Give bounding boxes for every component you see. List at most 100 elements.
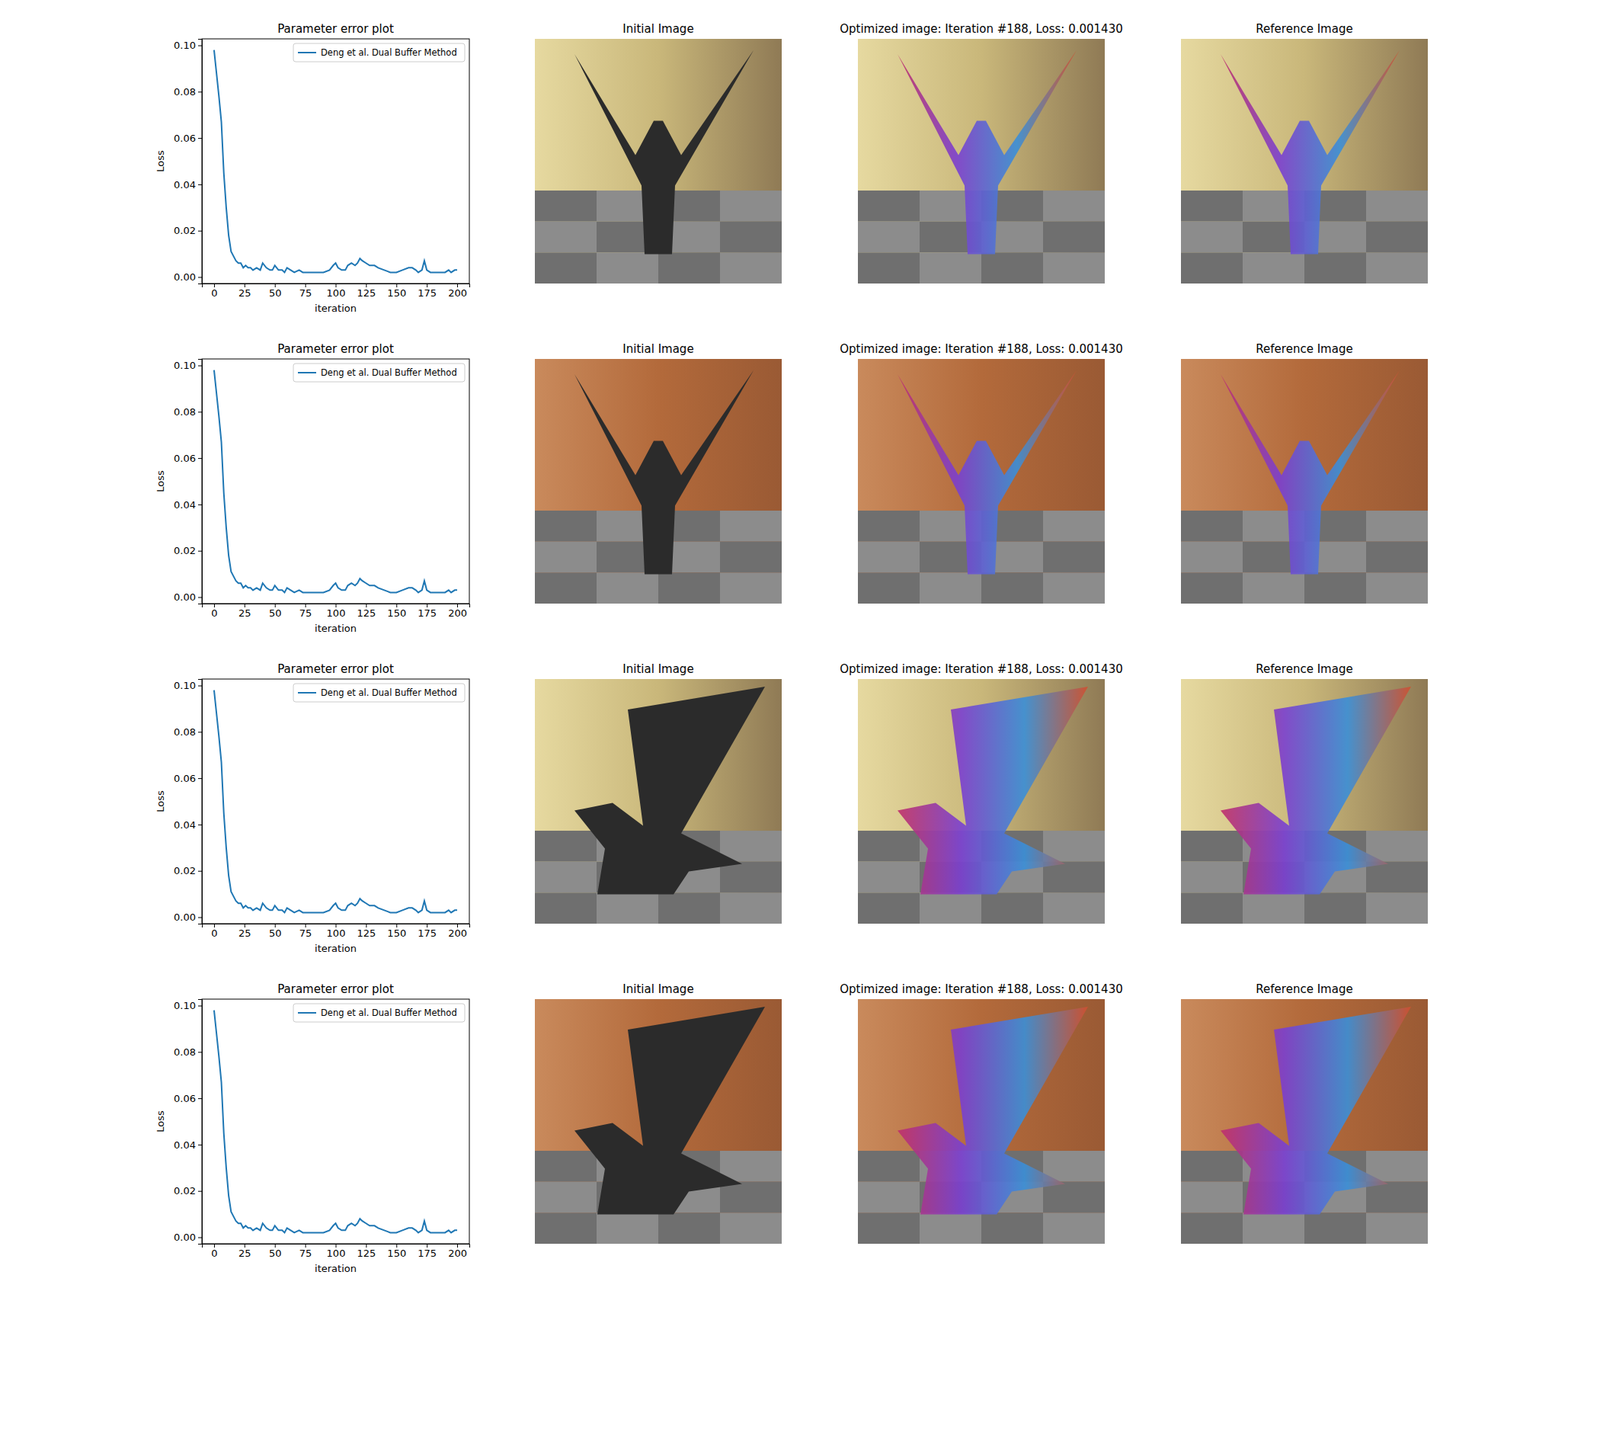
scene-background — [857, 998, 1105, 1244]
floor-tile — [1043, 1212, 1105, 1244]
x-tick: 125 — [356, 603, 376, 619]
rendered-image: Initial Image — [534, 982, 782, 1244]
floor-tile — [857, 1181, 920, 1213]
dragon — [1220, 686, 1412, 894]
x-tick: 100 — [326, 603, 346, 619]
scene-background — [534, 678, 782, 924]
y-tick: 0.10 — [173, 679, 202, 692]
y-tick-label: 0.10 — [173, 39, 196, 52]
y-axis: 0.000.020.040.060.080.10 — [173, 39, 202, 285]
floor-tile — [1043, 510, 1105, 542]
plot-frame — [201, 358, 470, 604]
floor-tile — [720, 572, 782, 604]
x-axis: 0255075100125150175200 — [202, 923, 471, 939]
floor-tile — [1366, 830, 1428, 862]
floor-tile — [1366, 892, 1428, 924]
image-title: Optimized image: Iteration #188, Loss: 0… — [839, 662, 1124, 676]
x-tick-label: 200 — [448, 1247, 468, 1259]
legend-swatch — [297, 51, 317, 54]
y-tick-label: 0.04 — [173, 819, 196, 831]
y-tick-mark — [198, 457, 202, 459]
y-tick-label: 0.00 — [173, 271, 196, 283]
x-tick-label: 125 — [356, 927, 376, 939]
image-title: Reference Image — [1255, 982, 1353, 996]
scene-background — [1180, 38, 1428, 284]
floor-tile — [1043, 572, 1105, 604]
y-tick: 0.04 — [173, 499, 202, 511]
floor-tile — [720, 221, 782, 253]
floor-tile — [1043, 190, 1105, 222]
x-tick-label: 125 — [356, 287, 376, 299]
y-tick-label: 0.00 — [173, 591, 196, 603]
floor-tile — [1366, 541, 1428, 573]
scene — [534, 38, 782, 284]
floor-tile — [857, 830, 920, 862]
y-tick-mark — [198, 1236, 202, 1238]
dragon — [574, 1006, 765, 1214]
dragon — [897, 1006, 1088, 1214]
floor-tile — [919, 892, 982, 924]
y-tick-mark — [198, 230, 202, 232]
floor-tile — [1180, 1150, 1243, 1182]
x-tick-label: 150 — [387, 287, 407, 299]
y-tick: 0.00 — [173, 271, 202, 283]
y-tick: 0.08 — [173, 1046, 202, 1058]
y-tick-label: 0.04 — [173, 1139, 196, 1151]
y-tick: 0.10 — [173, 999, 202, 1012]
x-tick: 125 — [356, 923, 376, 939]
x-tick-label: 200 — [448, 607, 468, 619]
floor-tile — [1180, 861, 1243, 893]
rendered-image: Reference Image — [1180, 342, 1428, 604]
floor-tile — [981, 1212, 1044, 1244]
x-tick-label: 75 — [299, 607, 313, 619]
chart: 02550751001251501752000.000.020.040.060.… — [154, 342, 471, 634]
floor-tile — [1043, 221, 1105, 253]
x-axis-title: iteration — [314, 942, 357, 954]
dragon — [574, 50, 754, 254]
floor-tile — [720, 1181, 782, 1213]
floor-tile — [919, 252, 982, 284]
floor-tile — [658, 252, 720, 284]
rendered-image: Optimized image: Iteration #188, Loss: 0… — [839, 662, 1124, 924]
rendered-image: Optimized image: Iteration #188, Loss: 0… — [839, 982, 1124, 1244]
x-axis-title: iteration — [314, 1262, 357, 1274]
y-tick: 0.00 — [173, 591, 202, 603]
x-tick-label: 200 — [448, 927, 468, 939]
legend-label: Deng et al. Dual Buffer Method — [320, 367, 458, 378]
y-tick-mark — [198, 596, 202, 598]
x-tick-label: 100 — [326, 1247, 346, 1259]
floor-tile — [857, 572, 920, 604]
y-tick-mark — [198, 365, 202, 367]
chart-title: Parameter error plot — [277, 342, 394, 356]
x-tick: 25 — [238, 1243, 252, 1259]
floor-tile — [1180, 190, 1243, 222]
scene-background — [857, 38, 1105, 284]
floor-tile — [1180, 541, 1243, 573]
x-tick: 200 — [448, 923, 468, 939]
x-tick: 150 — [387, 923, 407, 939]
image-title: Initial Image — [622, 22, 694, 36]
floor-tile — [1304, 572, 1367, 604]
image-title: Initial Image — [622, 342, 694, 356]
y-tick: 0.04 — [173, 1139, 202, 1151]
x-tick-label: 75 — [299, 1247, 313, 1259]
x-tick-label: 50 — [268, 1247, 282, 1259]
legend-swatch — [297, 1011, 317, 1014]
floor-tile — [1366, 1181, 1428, 1213]
floor-tile — [534, 1150, 597, 1182]
y-tick: 0.08 — [173, 86, 202, 98]
x-axis: 0255075100125150175200 — [202, 283, 471, 299]
x-tick-label: 25 — [238, 927, 252, 939]
scene-background — [1180, 358, 1428, 604]
floor-tile — [534, 190, 597, 222]
y-tick-label: 0.02 — [173, 864, 196, 877]
scene-background — [857, 678, 1105, 924]
floor-tile — [1366, 1150, 1428, 1182]
x-axis: 0255075100125150175200 — [202, 1243, 471, 1259]
x-tick: 75 — [299, 1243, 313, 1259]
scene-background — [534, 998, 782, 1244]
legend: Deng et al. Dual Buffer Method — [293, 1003, 465, 1022]
scene — [857, 998, 1105, 1244]
y-tick: 0.10 — [173, 39, 202, 52]
legend-box — [293, 363, 465, 382]
